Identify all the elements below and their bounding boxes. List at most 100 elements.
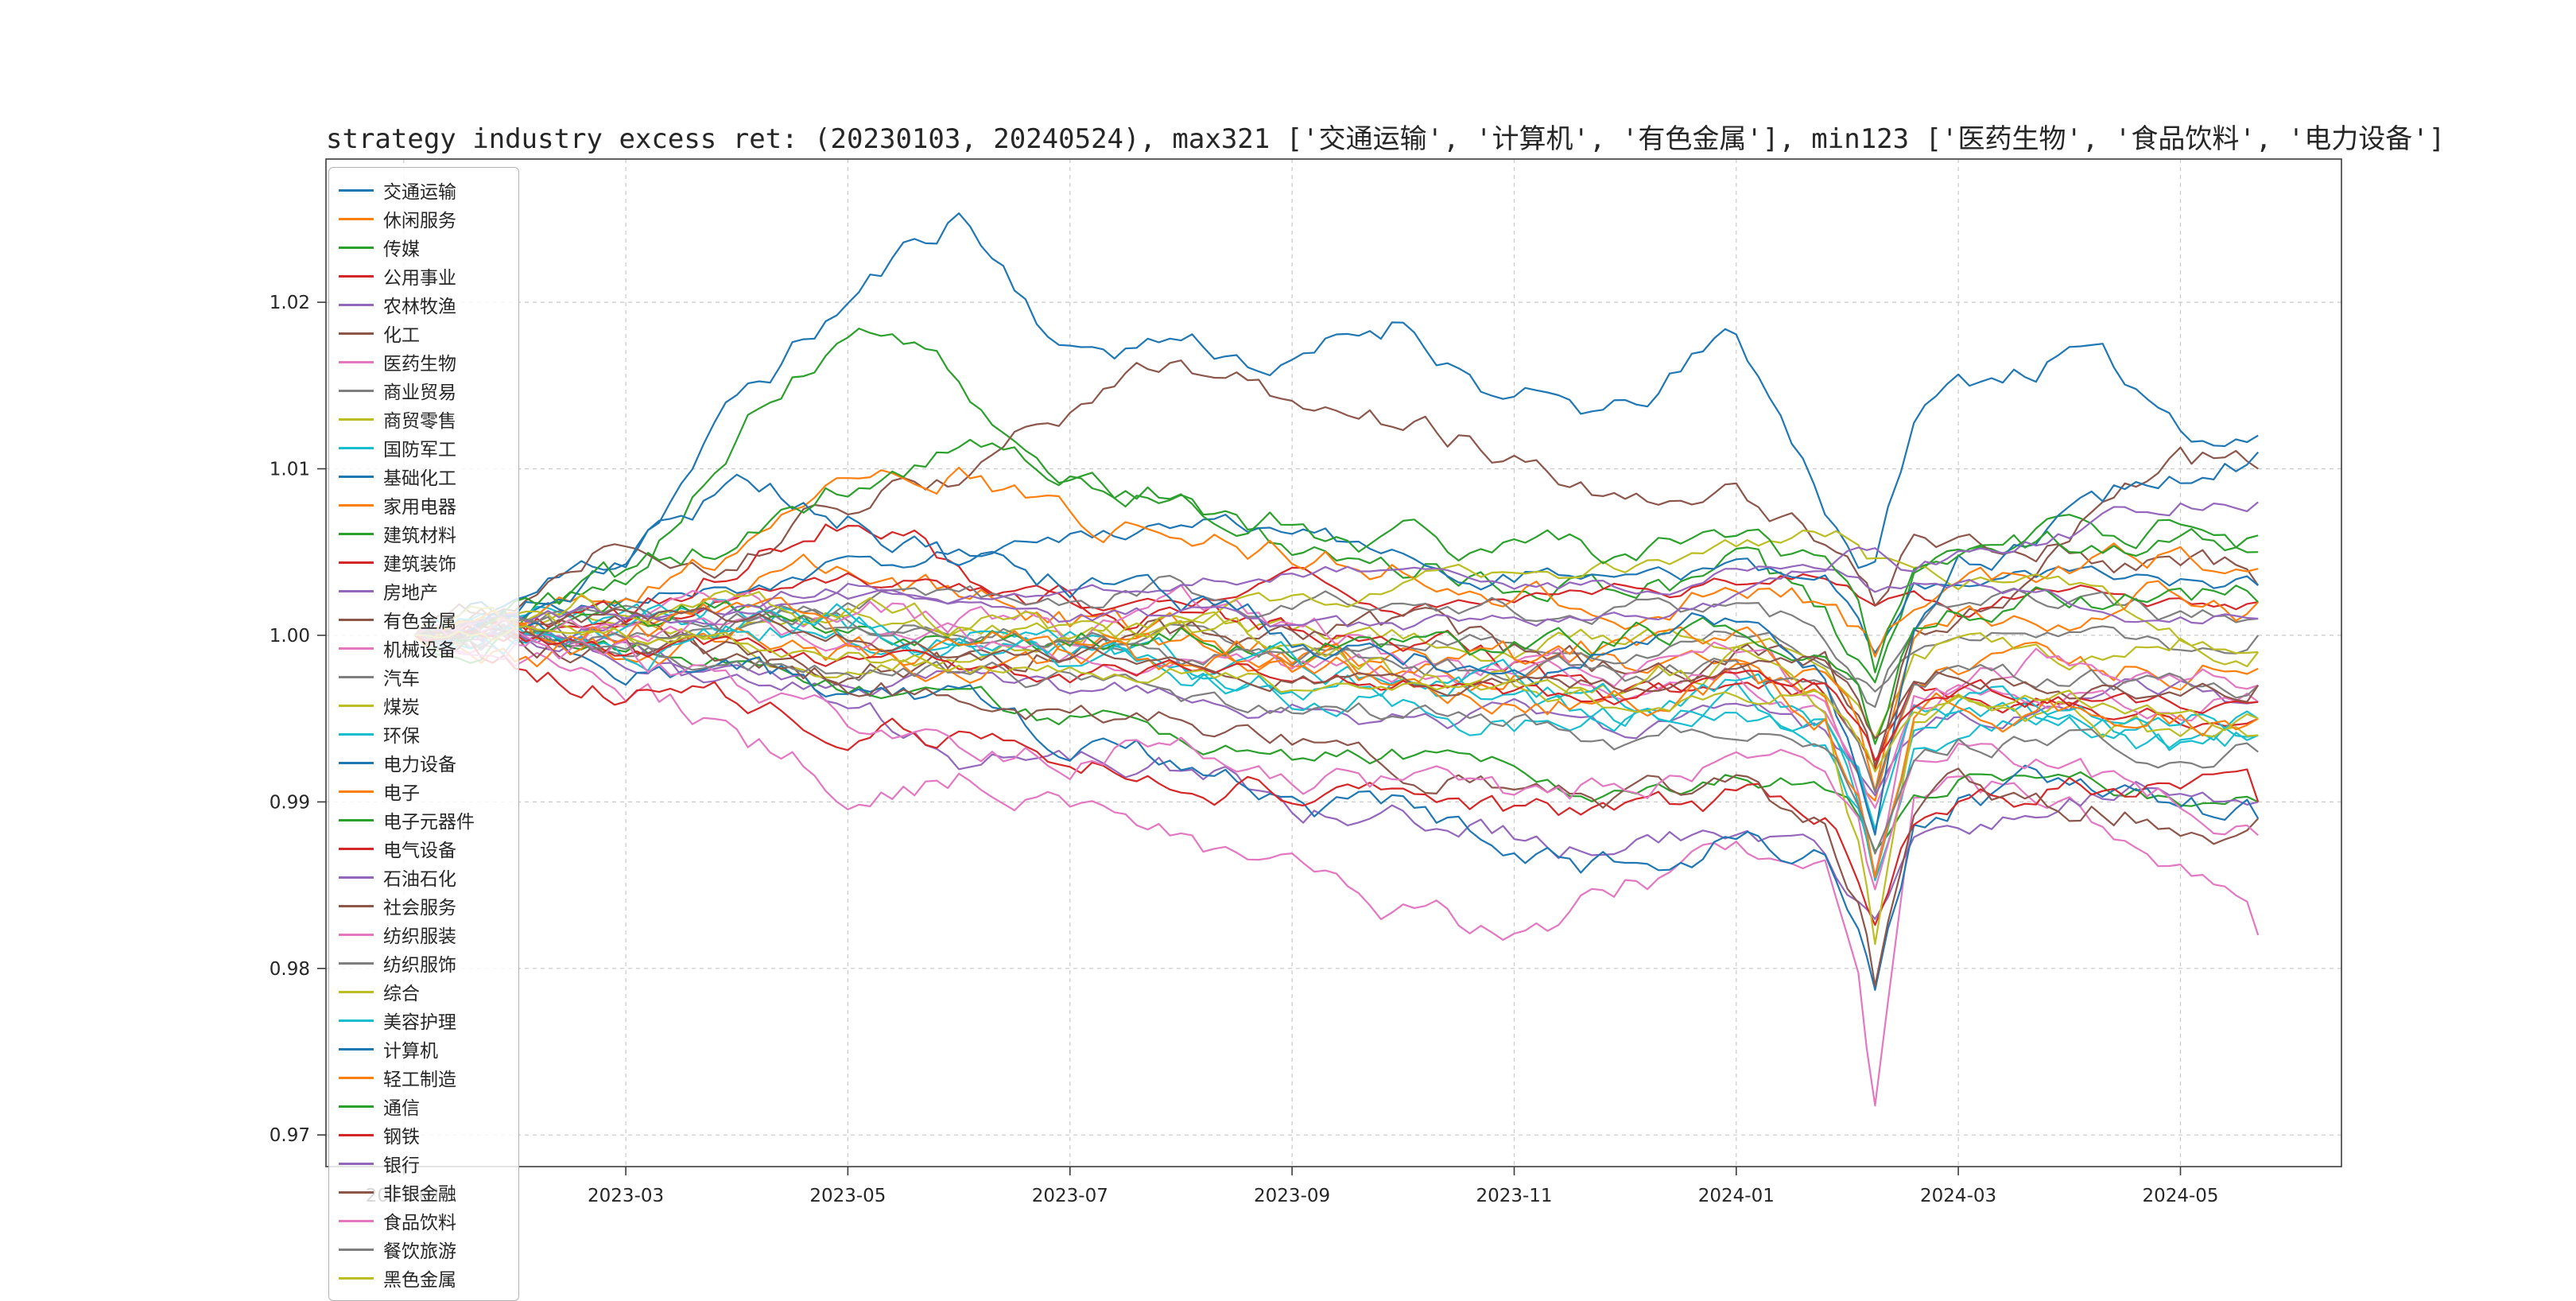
legend-item-银行: 银行 [339,1149,509,1178]
series-line-煤炭 [414,529,2259,679]
legend-item-汽车: 汽车 [339,662,509,691]
legend-item-化工: 化工 [339,319,509,348]
legend-item-有色金属: 有色金属 [339,605,509,634]
legend-label: 非银金融 [383,1184,456,1205]
legend-item-交通运输: 交通运输 [339,176,509,204]
legend-label: 石油石化 [383,869,456,890]
legend-color-line-icon [339,761,374,764]
legend-label: 国防军工 [383,440,456,460]
plot-border [325,158,2342,1167]
series-line-交通运输 [414,212,2259,636]
legend-item-医药生物: 医药生物 [339,348,509,376]
legend-label: 公用事业 [383,268,456,289]
series-line-纺织服饰 [414,610,2259,794]
series-line-纺织服装 [414,616,2259,810]
legend-color-line-icon [339,1133,374,1136]
legend-item-商贸零售: 商贸零售 [339,405,509,433]
legend-color-line-icon [339,818,374,821]
y-tick-label: 1.02 [270,293,310,313]
legend-label: 综合 [383,984,420,1004]
legend-item-煤炭: 煤炭 [339,691,509,720]
legend-label: 电气设备 [383,841,456,861]
series-line-石油石化 [414,564,2259,641]
series-line-美容护理 [414,603,2259,830]
series-line-轻工制造 [413,596,2259,879]
series-line-综合 [413,589,2259,946]
legend-label: 电子元器件 [383,812,475,833]
legend-label: 传媒 [383,239,420,260]
legend-label: 通信 [383,1098,420,1119]
legend-item-黑色金属: 黑色金属 [339,1264,509,1292]
legend-color-line-icon [339,1248,374,1251]
legend-label: 商贸零售 [383,411,456,432]
legend-color-line-icon [339,847,374,850]
legend-color-line-icon [339,532,374,535]
legend-item-轻工制造: 轻工制造 [339,1063,509,1092]
series-line-化工 [414,359,2260,636]
legend-item-电力设备: 电力设备 [339,748,509,777]
legend-label: 休闲服务 [383,211,456,231]
series-line-电气设备 [414,631,2260,926]
x-tick-label: 2024-05 [2142,1186,2218,1206]
legend-color-line-icon [339,1019,374,1022]
legend-label: 纺织服饰 [383,955,456,976]
legend-label: 食品饮料 [383,1213,456,1233]
legend-item-国防军工: 国防军工 [339,433,509,462]
series-line-传媒 [414,328,2259,684]
legend-color-line-icon [339,704,374,707]
legend-color-line-icon [339,332,374,335]
x-tick-label: 2023-05 [809,1186,886,1206]
legend-label: 美容护理 [383,1012,456,1033]
legend-item-综合: 综合 [339,977,509,1006]
legend-color-line-icon [339,904,374,907]
series-line-计算机 [414,451,2260,836]
legend-label: 商业贸易 [383,383,456,403]
legend-color-line-icon [339,503,374,507]
legend-color-line-icon [339,303,374,306]
legend-item-石油石化: 石油石化 [339,863,509,891]
legend-item-电气设备: 电气设备 [339,834,509,863]
y-tick-label: 1.00 [270,626,310,647]
legend-color-line-icon [339,589,374,592]
legend-item-社会服务: 社会服务 [339,891,509,920]
series-line-医药生物 [414,623,2260,1107]
legend-label: 计算机 [383,1041,438,1062]
x-tick-label: 2023-09 [1254,1186,1330,1206]
legend-color-line-icon [339,475,374,478]
series-line-钢铁 [414,630,2259,762]
legend-item-公用事业: 公用事业 [339,262,509,290]
legend-color-line-icon [339,675,374,678]
legend-color-line-icon [339,732,374,736]
legend-color-line-icon [339,1219,374,1222]
legend-color-line-icon [339,360,374,363]
series-line-食品饮料 [414,617,2259,891]
legend-item-纺织服装: 纺织服装 [339,920,509,949]
legend-color-line-icon [339,961,374,965]
series-line-非银金融 [414,607,2260,740]
legend-item-家用电器: 家用电器 [339,491,509,519]
legend-label: 煤炭 [383,697,420,718]
legend-label: 餐饮旅游 [383,1241,456,1262]
legend-color-line-icon [339,1047,374,1051]
legend-item-食品饮料: 食品饮料 [339,1206,509,1235]
legend-item-休闲服务: 休闲服务 [339,204,509,233]
legend-label: 银行 [383,1155,420,1176]
legend-color-line-icon [339,446,374,449]
legend-label: 交通运输 [383,182,456,203]
legend-item-基础化工: 基础化工 [339,462,509,491]
series-line-有色金属 [413,446,2259,767]
legend-item-钢铁: 钢铁 [339,1120,509,1149]
legend-color-line-icon [339,274,374,278]
legend-color-line-icon [339,217,374,220]
series-line-房地产 [414,623,2259,920]
legend-item-通信: 通信 [339,1092,509,1120]
legend-label: 轻工制造 [383,1070,456,1090]
series-line-餐饮旅游 [414,616,2259,855]
legend-color-line-icon [339,1276,374,1280]
legend-color-line-icon [339,1190,374,1194]
series-line-机械设备 [413,584,2259,877]
legend-color-line-icon [339,876,374,879]
legend-color-line-icon [339,561,374,564]
legend-label: 家用电器 [383,497,456,518]
legend-item-纺织服饰: 纺织服饰 [339,949,509,977]
